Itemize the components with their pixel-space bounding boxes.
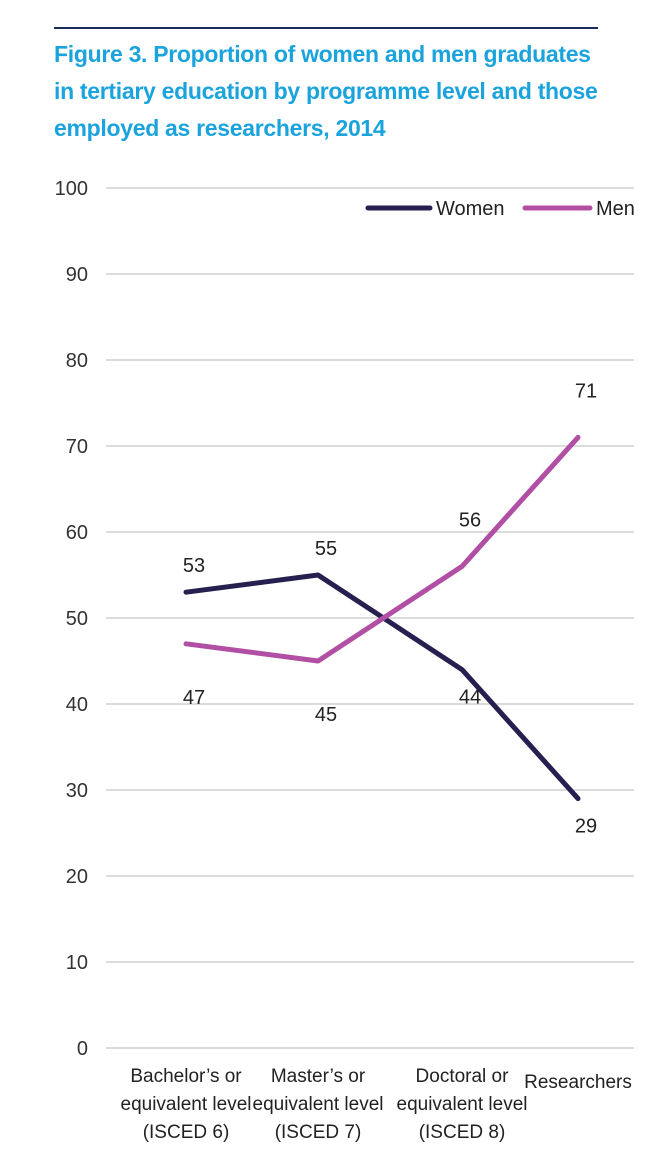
x-tick-label: Researchers	[524, 1072, 632, 1093]
y-tick-label: 60	[66, 522, 88, 544]
x-tick-label-line: (ISCED 6)	[143, 1122, 230, 1143]
y-tick-label: 0	[77, 1038, 88, 1060]
legend-label-women: Women	[436, 198, 505, 220]
y-tick-label: 20	[66, 866, 88, 888]
chart-title-line-1: Figure 3. Proportion of women and men gr…	[54, 41, 591, 67]
legend-label-men: Men	[596, 198, 635, 220]
chart-title-line-3: employed as researchers, 2014	[54, 115, 386, 141]
x-tick-label-line: (ISCED 7)	[275, 1122, 362, 1143]
data-label-men: 56	[459, 509, 481, 531]
data-label-women: 44	[459, 687, 481, 709]
y-tick-label: 80	[66, 350, 88, 372]
data-label-men: 71	[575, 380, 597, 402]
x-tick-label: Doctoral or equivalent level (ISCED 8)	[397, 1066, 528, 1143]
y-tick-label: 30	[66, 780, 88, 802]
x-tick-label-line: Master’s or	[271, 1066, 366, 1087]
data-label-women: 53	[183, 555, 205, 577]
x-tick-label-line: Researchers	[524, 1072, 632, 1093]
data-label-women: 55	[315, 538, 337, 560]
y-tick-label: 100	[55, 178, 88, 200]
title-rule	[54, 27, 598, 29]
y-tick-label: 40	[66, 694, 88, 716]
series-line-women	[183, 572, 581, 802]
data-label-men: 47	[183, 687, 205, 709]
x-tick-label-line: (ISCED 8)	[419, 1122, 506, 1143]
x-tick-label-line: Doctoral or	[416, 1066, 510, 1087]
y-tick-label: 10	[66, 952, 88, 974]
series-line-men	[183, 434, 581, 664]
y-tick-label: 50	[66, 608, 88, 630]
data-label-men: 45	[315, 704, 337, 726]
chart-title-line-2: in tertiary education by programme level…	[54, 78, 598, 104]
x-tick-label-line: equivalent level	[397, 1094, 528, 1115]
x-tick-label: Master’s or equivalent level (ISCED 7)	[253, 1066, 384, 1143]
x-tick-label-line: equivalent level	[121, 1094, 252, 1115]
chart-title: Figure 3. Proportion of women and men gr…	[54, 36, 614, 147]
y-tick-label: 90	[66, 264, 88, 286]
data-label-women: 29	[575, 816, 597, 838]
x-tick-label-line: equivalent level	[253, 1094, 384, 1115]
x-tick-label: Bachelor’s or equivalent level (ISCED 6)	[121, 1066, 252, 1143]
y-tick-label: 70	[66, 436, 88, 458]
x-tick-label-line: Bachelor’s or	[130, 1066, 242, 1087]
